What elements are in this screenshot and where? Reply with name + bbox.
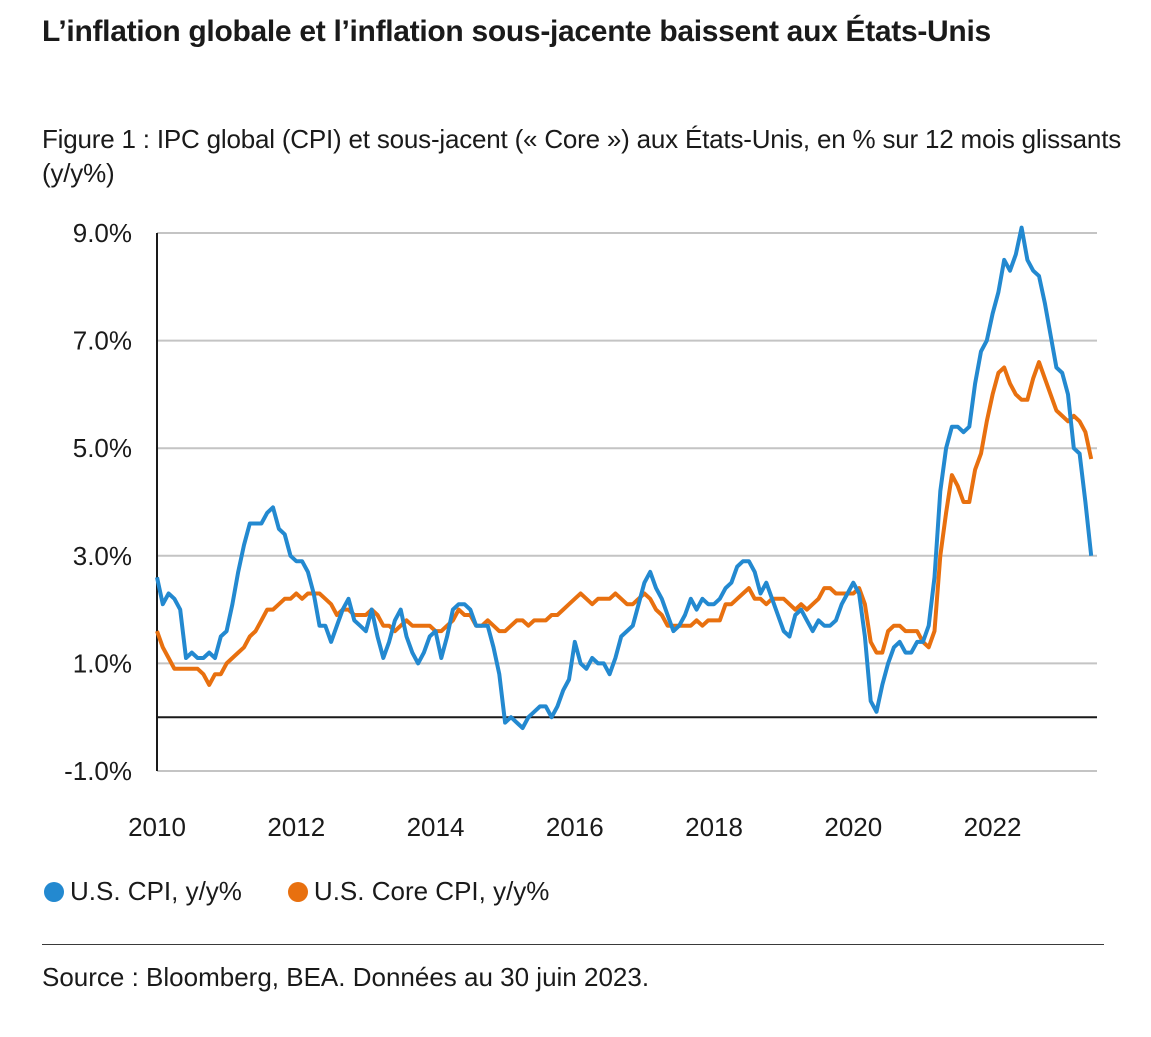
x-axis-ticks: 2010 2012 2014 2016 2018 2020 2022 [128,812,1021,842]
footer-divider [42,944,1104,945]
series-group [155,225,1094,730]
y-tick-label: 5.0% [73,433,132,463]
legend: U.S. CPI, y/y% U.S. Core CPI, y/y% [44,876,595,907]
figure-title: Figure 1 : IPC global (CPI) et sous-jace… [42,124,1122,188]
y-tick-label: 7.0% [73,326,132,356]
x-tick-label: 2018 [685,812,743,842]
chart-heading: L’inflation globale et l’inflation sous-… [42,15,991,48]
legend-label-cpi: U.S. CPI, y/y% [70,876,242,906]
legend-label-core-cpi: U.S. Core CPI, y/y% [313,876,550,906]
y-axis-ticks: -1.0% 1.0% 3.0% 5.0% 7.0% 9.0% [64,218,132,786]
series-line-cpi [155,225,1094,730]
x-tick-label: 2016 [546,812,604,842]
gridlines [157,232,1097,772]
y-tick-label: 1.0% [73,648,132,678]
x-tick-label: 2014 [407,812,465,842]
y-tick-label: -1.0% [64,756,132,786]
source-note: Source : Bloomberg, BEA. Données au 30 j… [42,962,650,992]
y-tick-label: 9.0% [73,218,132,248]
legend-dot-cpi [44,881,64,902]
legend-item-cpi: U.S. CPI, y/y% [44,876,242,907]
x-tick-label: 2022 [964,812,1022,842]
y-tick-label: 3.0% [73,541,132,571]
x-tick-label: 2010 [128,812,186,842]
legend-dot-core-cpi [287,881,308,902]
x-tick-label: 2020 [824,812,882,842]
line-chart: -1.0%1.0%3.0%5.0%7.0%9.0% 2010 2012 2014 20… [64,218,1097,842]
x-tick-label: 2012 [267,812,325,842]
legend-item-core-cpi: U.S. Core CPI, y/y% [287,876,550,907]
